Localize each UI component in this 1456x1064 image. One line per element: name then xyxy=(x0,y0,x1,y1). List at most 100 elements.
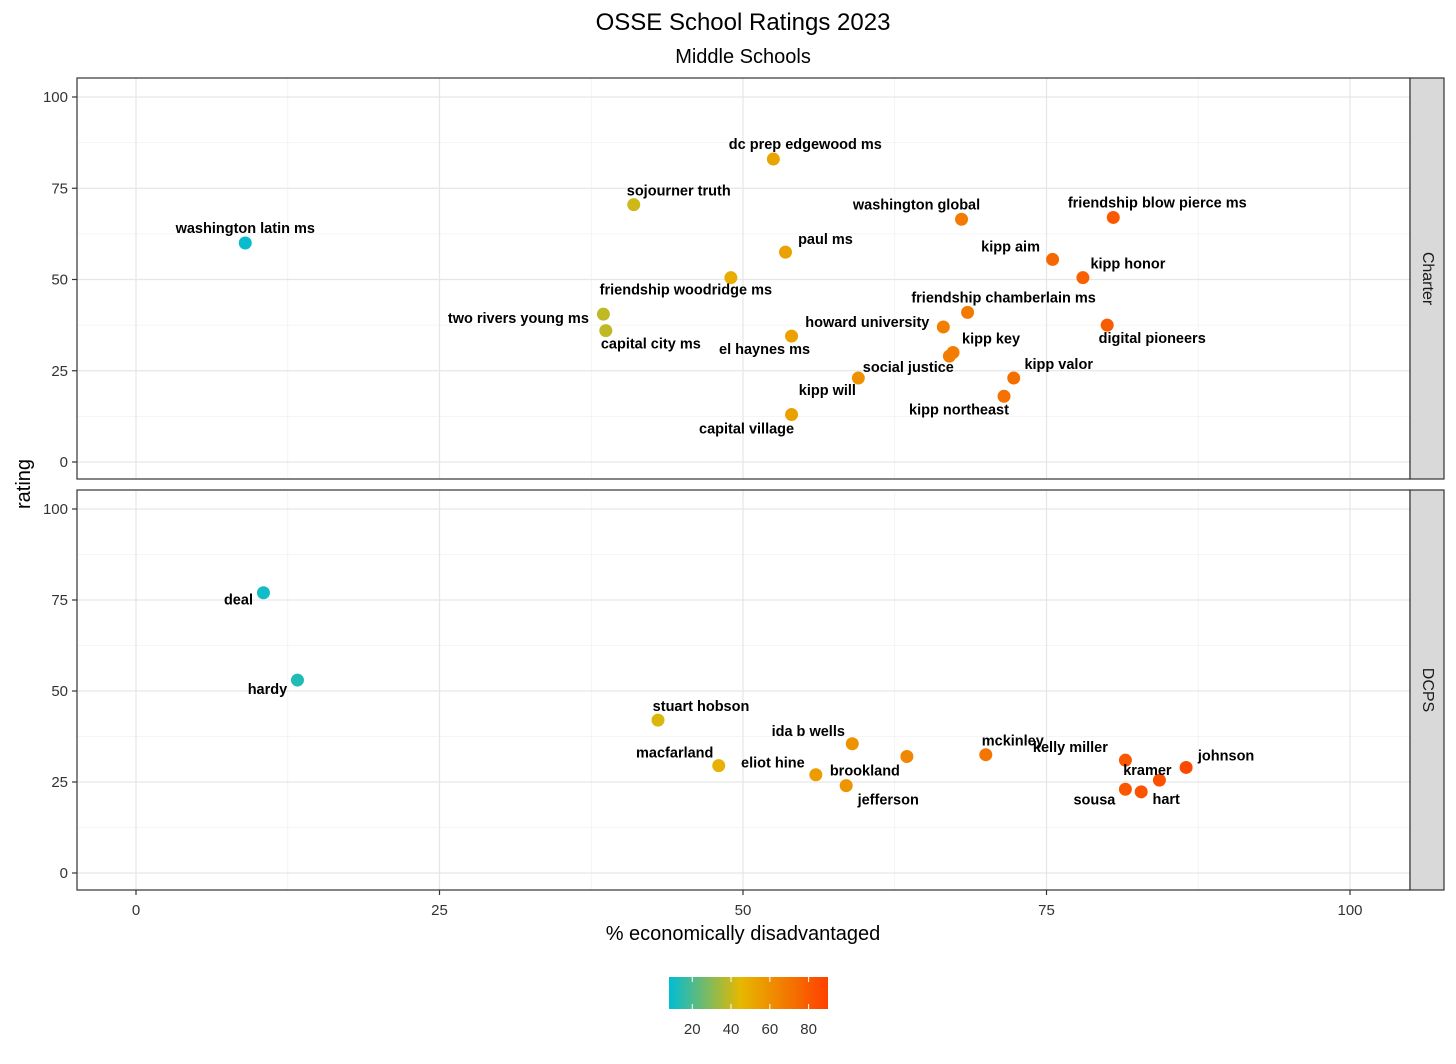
point-label: friendship chamberlain ms xyxy=(911,290,1096,306)
x-axis-title: % economically disadvantaged xyxy=(606,923,881,945)
data-point xyxy=(238,236,252,250)
data-point xyxy=(712,759,726,773)
y-tick-label: 25 xyxy=(51,774,68,791)
data-point xyxy=(955,212,969,226)
data-point xyxy=(1076,271,1090,285)
x-tick-label: 100 xyxy=(1337,902,1362,919)
x-tick-label: 0 xyxy=(132,902,140,919)
data-point xyxy=(256,586,270,600)
facet-panel-dcps: 0 25 50 75 100 deal hardy stuart hobson ida b we… xyxy=(43,489,1445,919)
data-point xyxy=(900,750,914,764)
facet-panels: 0 25 50 75 100 washington latin ms dc prep edg… xyxy=(43,77,1445,919)
point-label: kipp key xyxy=(962,332,1020,348)
y-tick-label: 50 xyxy=(51,683,68,700)
point-label: kipp northeast xyxy=(909,402,1009,418)
data-point xyxy=(651,713,665,727)
facet-strip xyxy=(1409,489,1445,891)
point-label: deal xyxy=(224,593,253,609)
point-label: sousa xyxy=(1073,792,1116,808)
point-label: kramer xyxy=(1123,763,1172,779)
point-label: kipp will xyxy=(799,383,856,399)
point-label: mckinley xyxy=(982,734,1044,750)
x-tick-label: 50 xyxy=(735,902,752,919)
y-axis-title: rating xyxy=(13,459,35,509)
point-label: hart xyxy=(1152,792,1180,808)
point-label: paul ms xyxy=(798,232,853,248)
data-point xyxy=(1179,760,1193,774)
data-point xyxy=(785,329,799,343)
data-point xyxy=(766,152,780,166)
point-label: kipp honor xyxy=(1090,257,1165,273)
point-label: jefferson xyxy=(857,793,919,809)
data-point xyxy=(845,737,859,751)
point-label: kelly miller xyxy=(1033,740,1108,756)
x-tick-label: 75 xyxy=(1038,902,1055,919)
y-tick-label: 75 xyxy=(51,592,68,609)
point-label: dc prep edgewood ms xyxy=(729,137,882,153)
data-point xyxy=(599,324,613,338)
data-point xyxy=(839,779,853,793)
y-tick-label: 50 xyxy=(51,272,68,289)
point-label: capital city ms xyxy=(601,337,701,353)
data-point xyxy=(936,320,950,334)
data-point xyxy=(851,371,865,385)
data-point xyxy=(961,305,975,319)
data-point xyxy=(627,198,641,212)
chart-subtitle: Middle Schools xyxy=(675,46,811,68)
data-point xyxy=(1007,371,1021,385)
point-label: sojourner truth xyxy=(627,184,731,200)
facet-panel-charter: 0 25 50 75 100 washington latin ms dc prep edg… xyxy=(43,77,1445,480)
point-label: el haynes ms xyxy=(719,342,810,358)
point-label: johnson xyxy=(1197,748,1254,764)
data-point xyxy=(1118,753,1132,767)
point-label: washington global xyxy=(852,197,980,213)
data-point xyxy=(1152,773,1166,787)
y-tick-label: 100 xyxy=(43,501,68,518)
data-point xyxy=(1046,252,1060,266)
point-label: digital pioneers xyxy=(1099,331,1206,347)
y-tick-label: 0 xyxy=(60,865,68,882)
point-label: friendship woodridge ms xyxy=(600,283,772,299)
data-point xyxy=(1100,318,1114,332)
legend-tick-label: 20 xyxy=(684,1021,701,1038)
point-label: friendship blow pierce ms xyxy=(1068,195,1247,211)
data-point xyxy=(785,408,799,422)
y-tick-label: 100 xyxy=(43,89,68,106)
y-tick-label: 75 xyxy=(51,180,68,197)
point-label: capital village xyxy=(699,422,794,438)
point-label: ida b wells xyxy=(772,724,845,740)
data-point xyxy=(1106,210,1120,224)
data-point xyxy=(942,349,956,363)
data-point xyxy=(997,389,1011,403)
y-tick-label: 0 xyxy=(60,454,68,471)
x-tick-label: 25 xyxy=(431,902,448,919)
data-point xyxy=(809,768,823,782)
y-tick-label: 25 xyxy=(51,363,68,380)
legend-tick-label: 80 xyxy=(800,1021,817,1038)
legend-tick-label: 40 xyxy=(723,1021,740,1038)
point-label: washington latin ms xyxy=(175,221,315,237)
data-point xyxy=(1134,785,1148,799)
data-point xyxy=(724,271,738,285)
chart-title: OSSE School Ratings 2023 xyxy=(596,9,891,36)
data-point xyxy=(596,307,610,321)
point-label: hardy xyxy=(248,682,288,698)
data-point xyxy=(778,245,792,259)
point-label: kipp valor xyxy=(1024,357,1093,373)
facet-strip xyxy=(1409,77,1445,480)
point-label: brookland xyxy=(830,764,900,780)
facet-strip-label: Charter xyxy=(1419,252,1436,306)
point-label: howard university xyxy=(805,315,929,331)
point-label: stuart hobson xyxy=(653,699,750,715)
legend-tick-label: 60 xyxy=(761,1021,778,1038)
data-point xyxy=(290,673,304,687)
point-label: social justice xyxy=(863,360,954,376)
point-label: two rivers young ms xyxy=(448,311,589,327)
point-label: macfarland xyxy=(636,746,713,762)
point-label: eliot hine xyxy=(741,756,805,772)
data-point xyxy=(979,748,993,762)
color-legend: 20 40 60 80 xyxy=(669,977,828,1038)
legend-colorbar xyxy=(669,977,828,1009)
data-point xyxy=(1118,782,1132,796)
